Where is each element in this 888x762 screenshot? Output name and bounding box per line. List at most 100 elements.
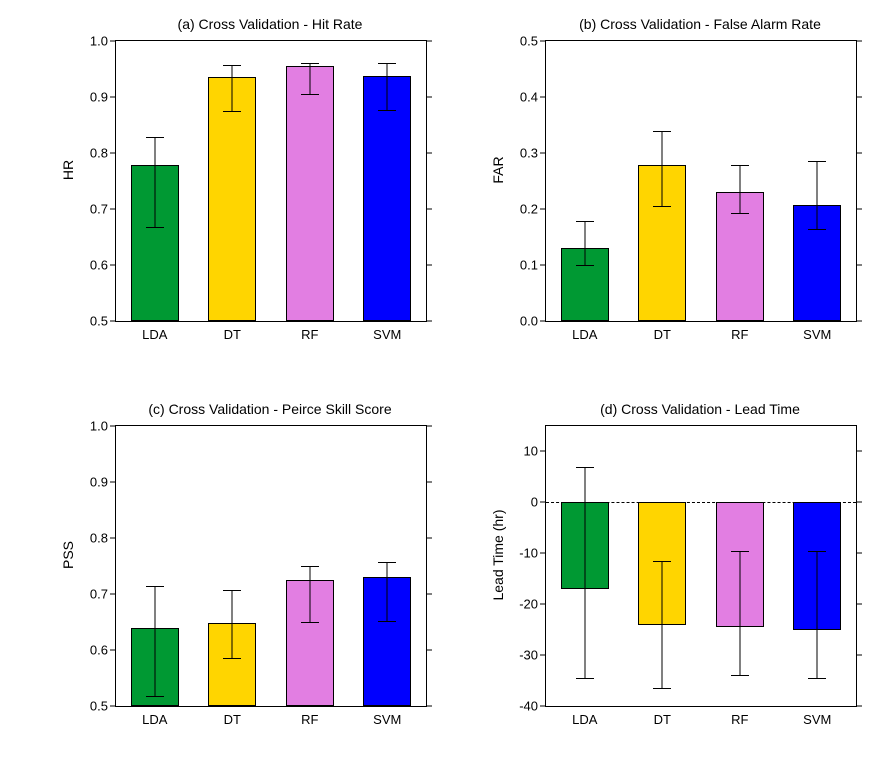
ytick-mark	[856, 553, 862, 554]
error-cap	[808, 161, 826, 162]
ytick-mark	[856, 265, 862, 266]
panel-a: (a) Cross Validation - Hit Rate0.50.60.7…	[115, 40, 425, 320]
error-bar	[662, 131, 663, 207]
ytick-mark	[110, 706, 116, 707]
error-cap	[378, 562, 396, 563]
figure: (a) Cross Validation - Hit Rate 0.50.60.7…	[0, 0, 888, 762]
error-bar	[584, 221, 585, 265]
ytick-mark	[110, 265, 116, 266]
error-cap	[146, 586, 164, 587]
error-bar	[662, 561, 663, 688]
xtick-label: SVM	[373, 706, 401, 727]
ytick-mark	[856, 706, 862, 707]
error-cap	[223, 590, 241, 591]
plot-area: 0.50.60.70.80.91.0LDADTRFSVM	[115, 425, 427, 707]
xtick-label: RF	[301, 706, 318, 727]
error-cap	[378, 63, 396, 64]
error-cap	[653, 561, 671, 562]
panel-title: (b) Cross Validation - False Alarm Rate	[545, 16, 855, 32]
xtick-label: LDA	[572, 321, 597, 342]
ytick-mark	[110, 41, 116, 42]
ytick-mark	[540, 209, 546, 210]
error-bar	[739, 165, 740, 213]
xtick-label: LDA	[142, 706, 167, 727]
panel-b: (b) Cross Validation - False Alarm Rate0…	[545, 40, 855, 320]
ytick-mark	[856, 41, 862, 42]
ytick-mark	[540, 655, 546, 656]
ytick-mark	[540, 553, 546, 554]
xtick-label: DT	[224, 321, 241, 342]
ylabel: FAR	[490, 120, 506, 220]
xtick-label: DT	[224, 706, 241, 727]
error-bar	[739, 551, 740, 676]
error-bar	[387, 63, 388, 110]
ytick-mark	[856, 97, 862, 98]
ytick-mark	[426, 650, 432, 651]
error-cap	[653, 206, 671, 207]
error-cap	[576, 265, 594, 266]
ylabel: HR	[60, 120, 76, 220]
ytick-mark	[426, 41, 432, 42]
xtick-label: DT	[654, 321, 671, 342]
error-cap	[146, 696, 164, 697]
ytick-mark	[110, 650, 116, 651]
ytick-mark	[426, 321, 432, 322]
ytick-mark	[110, 426, 116, 427]
error-bar	[817, 551, 818, 678]
error-cap	[576, 678, 594, 679]
xtick-label: SVM	[803, 706, 831, 727]
ytick-mark	[426, 209, 432, 210]
error-cap	[808, 678, 826, 679]
ytick-mark	[856, 502, 862, 503]
error-cap	[731, 551, 749, 552]
error-cap	[808, 229, 826, 230]
xtick-label: LDA	[572, 706, 597, 727]
error-bar	[309, 566, 310, 622]
error-bar	[309, 63, 310, 94]
ytick-mark	[540, 706, 546, 707]
error-cap	[301, 566, 319, 567]
xtick-label: DT	[654, 706, 671, 727]
error-bar	[584, 467, 585, 678]
error-cap	[378, 110, 396, 111]
error-cap	[301, 94, 319, 95]
panel-title: (a) Cross Validation - Hit Rate	[115, 16, 425, 32]
ytick-mark	[856, 209, 862, 210]
bar-dt	[208, 77, 256, 321]
error-cap	[378, 621, 396, 622]
error-cap	[653, 688, 671, 689]
xtick-label: LDA	[142, 321, 167, 342]
ytick-mark	[110, 482, 116, 483]
xtick-label: RF	[731, 706, 748, 727]
ytick-mark	[426, 97, 432, 98]
error-cap	[223, 658, 241, 659]
ytick-mark	[110, 97, 116, 98]
plot-area: 0.00.10.20.30.40.5LDADTRFSVM	[545, 40, 857, 322]
plot-area: 0.50.60.70.80.91.0LDADTRFSVM	[115, 40, 427, 322]
ytick-mark	[856, 451, 862, 452]
ytick-mark	[856, 153, 862, 154]
ytick-mark	[540, 604, 546, 605]
ylabel: PSS	[60, 505, 76, 605]
error-bar	[232, 65, 233, 111]
ytick-mark	[426, 153, 432, 154]
error-cap	[731, 213, 749, 214]
ytick-mark	[426, 265, 432, 266]
ytick-mark	[856, 321, 862, 322]
error-cap	[576, 221, 594, 222]
ytick-mark	[426, 482, 432, 483]
bar-rf	[286, 66, 334, 321]
bar-svm	[363, 76, 411, 321]
error-bar	[154, 586, 155, 696]
error-bar	[232, 590, 233, 658]
panel-title: (c) Cross Validation - Peirce Skill Scor…	[115, 401, 425, 417]
ytick-mark	[540, 321, 546, 322]
error-bar	[387, 562, 388, 621]
error-cap	[223, 65, 241, 66]
ytick-mark	[426, 426, 432, 427]
error-cap	[223, 111, 241, 112]
panel-title: (d) Cross Validation - Lead Time	[545, 401, 855, 417]
xtick-label: SVM	[373, 321, 401, 342]
ytick-mark	[540, 153, 546, 154]
ytick-mark	[540, 97, 546, 98]
